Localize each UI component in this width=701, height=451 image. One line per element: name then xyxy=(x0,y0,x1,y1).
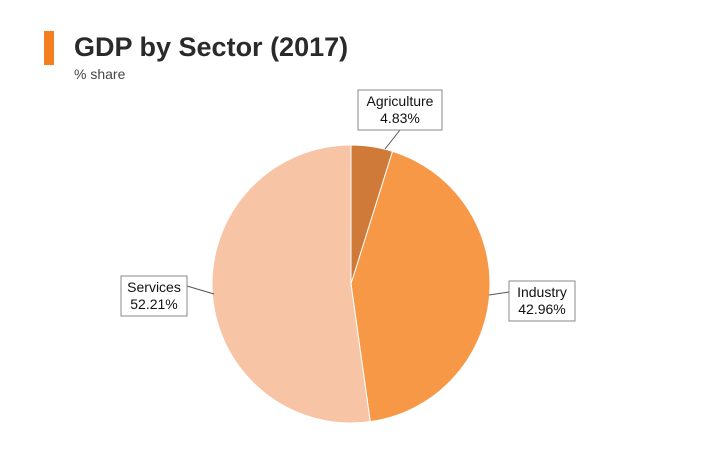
label-connector-services xyxy=(186,285,215,295)
title-accent-bar xyxy=(44,31,54,65)
data-label-box xyxy=(120,275,188,317)
label-connector-agriculture xyxy=(384,129,401,150)
chart-subtitle: % share xyxy=(74,66,126,82)
slice-label: Services xyxy=(127,279,181,295)
label-connector-industry xyxy=(488,291,510,296)
slice-value: 42.96% xyxy=(518,301,565,317)
slice-label: Industry xyxy=(517,284,567,300)
pie-slice-services xyxy=(211,144,371,424)
slice-value: 52.21% xyxy=(130,296,177,312)
data-label-box xyxy=(357,89,443,131)
data-label-box xyxy=(508,280,576,322)
slice-value: 4.83% xyxy=(380,110,420,126)
slice-label: Agriculture xyxy=(367,93,434,109)
chart-title: GDP by Sector (2017) xyxy=(74,32,349,62)
